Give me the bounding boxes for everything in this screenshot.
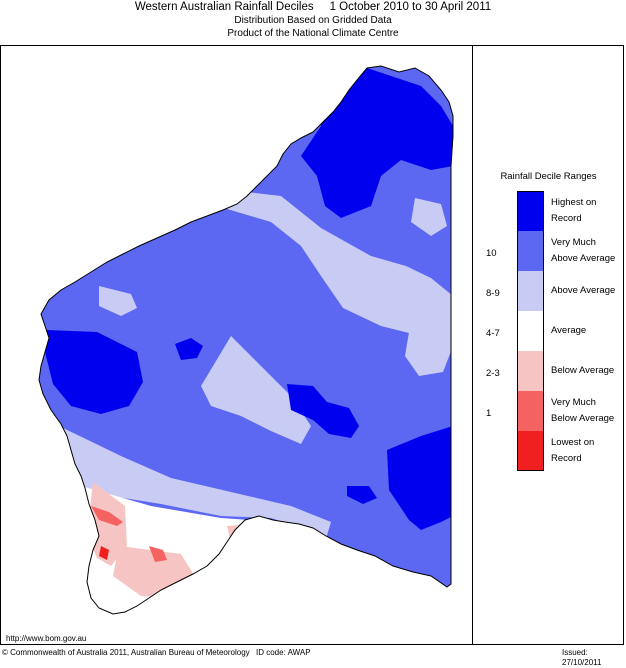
- above-average-region-east: [405, 320, 453, 376]
- highest-on-record-region-central-small: [175, 338, 203, 360]
- legend-range-8-9: 8-9: [486, 288, 500, 299]
- footer-url: http://www.bom.gov.au: [6, 634, 87, 643]
- legend-swatch-lowest-on-record: [517, 431, 544, 471]
- legend-label-highest-on-record: Highest on Record: [551, 197, 597, 224]
- footer-id-code: ID code: AWAP: [256, 648, 311, 657]
- above-average-region-southern-band: [59, 426, 331, 542]
- highest-on-record-region-south-small: [347, 486, 377, 504]
- legend-swatch-very-much-above-average: [517, 231, 544, 271]
- highest-on-record-region-west: [45, 330, 143, 414]
- legend-swatch-highest-on-record: [517, 191, 544, 231]
- legend-range-4-7: 4-7: [486, 328, 500, 339]
- legend-swatch-average: [517, 311, 544, 351]
- legend-range-2-3: 2-3: [486, 368, 500, 379]
- above-average-region-northeast: [411, 198, 447, 236]
- footer-copyright: © Commonwealth of Australia 2011, Austra…: [2, 648, 250, 657]
- below-average-region-southeast: [227, 524, 283, 588]
- very-much-below-average-region-2: [149, 546, 167, 562]
- legend-title: Rainfall Decile Ranges: [500, 171, 597, 182]
- legend-range-10: 10: [486, 248, 497, 259]
- legend-label-very-much-above-average: Very Much Above Average: [551, 237, 616, 264]
- above-average-region-interior: [217, 192, 453, 346]
- highest-on-record-region-north: [301, 68, 453, 218]
- highest-on-record-region-southeast: [387, 426, 453, 530]
- legend-range-1: 1: [486, 408, 492, 419]
- lowest-on-record-region: [99, 546, 109, 560]
- wa-coastline-outline: [38, 65, 454, 615]
- above-average-region-northwest: [99, 286, 137, 316]
- very-much-below-average-region-1: [91, 506, 123, 526]
- legend-label-very-much-below-average: Very Much Below Average: [551, 397, 615, 424]
- map-subtitle-distribution: Distribution Based on Gridded Data: [234, 15, 392, 26]
- legend-swatch-above-average: [517, 271, 544, 311]
- legend-label-below-average: Below Average: [551, 365, 615, 376]
- legend-divider: [472, 45, 473, 645]
- map-frame: [0, 45, 624, 645]
- legend-swatch-below-average: [517, 351, 544, 391]
- rainfall-decile-map: [38, 65, 454, 615]
- highest-on-record-region-east-central: [287, 384, 359, 438]
- legend-label-lowest-on-record: Lowest on Record: [551, 437, 595, 464]
- legend-label-average: Average: [551, 325, 587, 336]
- map-subtitle-product: Product of the National Climate Centre: [227, 28, 399, 39]
- footer-issued: Issued: 27/10/2011: [562, 648, 602, 667]
- legend-swatch-very-much-below-average: [517, 391, 544, 431]
- below-average-region-west-coast: [87, 482, 127, 566]
- map-title: Western Australian Rainfall Deciles 1 Oc…: [134, 1, 492, 13]
- above-average-region-central: [201, 336, 311, 444]
- legend-label-above-average: Above Average: [551, 285, 616, 296]
